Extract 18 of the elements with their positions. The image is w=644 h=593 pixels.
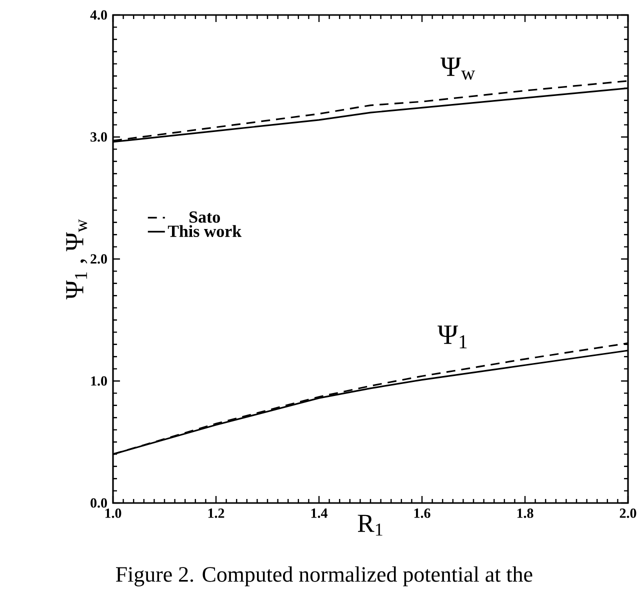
y-tick-label: 1.0	[91, 376, 107, 386]
x-tick-label: 2.0	[620, 508, 636, 518]
y-tick-label: 2.0	[90, 254, 107, 264]
legend-label: This work	[168, 225, 242, 237]
x-tick-label: 1.8	[517, 508, 534, 518]
y-axis-title: Ψ$_{1}$ , Ψ$_{w}$	[66, 219, 88, 300]
caption: Figure 2. Computed normalized potential at the	[116, 566, 532, 586]
x-tick-label: 1.4	[311, 508, 328, 518]
y-tick-label: 0.0	[90, 498, 107, 508]
legend-label: Sato	[190, 211, 220, 223]
x-tick-label: 1.0	[105, 508, 122, 518]
x-tick-label: 1.6	[414, 508, 430, 518]
annotation: Ψ$_{1}$	[438, 326, 467, 348]
x-axis-title: R$_{1}$	[358, 514, 382, 536]
y-tick-label: 3.0	[90, 132, 107, 142]
x-tick-label: 1.2	[208, 508, 224, 518]
annotation: Ψ$_{w}$	[440, 58, 476, 80]
y-tick-label: 4.0	[90, 10, 107, 20]
